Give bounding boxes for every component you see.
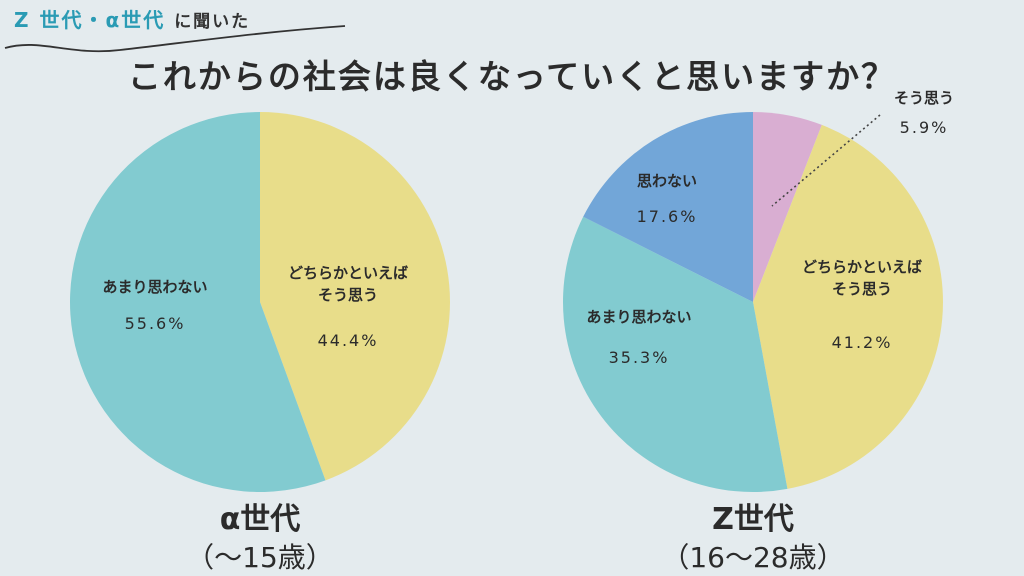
chart-2-slice-4 bbox=[583, 112, 753, 302]
chart-1-slice-1-value: 44.4% bbox=[318, 331, 379, 350]
page-title: これからの社会は良くなっていくと思いますか？ bbox=[127, 57, 897, 96]
chart-2-slice-3-label: あまり思わない bbox=[586, 308, 691, 326]
chart-2-slice-1-value: 5.9% bbox=[900, 118, 949, 137]
chart-2-slice-3-value: 35.3% bbox=[609, 348, 670, 367]
chart-2-slice-2-label: そう思う bbox=[832, 280, 892, 298]
chart-2-title: Z世代 bbox=[712, 502, 794, 537]
chart-1-slice-2-label: あまり思わない bbox=[102, 278, 207, 296]
chart-1-slice-1 bbox=[260, 112, 450, 481]
chart-1-slice-1-label: そう思う bbox=[318, 286, 378, 304]
chart-2-slice-1 bbox=[753, 112, 822, 302]
chart-2-slice-2-label: どちらかといえば bbox=[802, 258, 922, 276]
chart-2-slice-2 bbox=[753, 124, 943, 489]
chart-1-slice-2 bbox=[69, 112, 326, 492]
chart-1-title: α世代 bbox=[219, 502, 301, 537]
chart-2-subtitle: （16〜28歳） bbox=[661, 541, 845, 574]
chart-1-slice-2-value: 55.6% bbox=[125, 314, 186, 333]
chart-1-subtitle: （〜15歳） bbox=[186, 541, 334, 574]
chart-2-slice-3 bbox=[563, 216, 788, 492]
chart-2-slice-4-label: 思わない bbox=[637, 172, 697, 190]
tag-underline-curve bbox=[4, 25, 346, 53]
chart-1-slice-1-label: どちらかといえば bbox=[288, 264, 408, 282]
survey-tag-suffix: に聞いた bbox=[174, 12, 251, 32]
chart-2-slice-2-value: 41.2% bbox=[832, 333, 893, 352]
survey-tag-generations: Z 世代・α世代 bbox=[14, 8, 166, 32]
chart-2-slice-1-label: そう思う bbox=[894, 89, 954, 107]
chart-2-slice-4-value: 17.6% bbox=[637, 207, 698, 226]
survey-tag: Z 世代・α世代 に聞いた bbox=[14, 4, 250, 33]
chart-2-leader-line bbox=[771, 114, 881, 207]
